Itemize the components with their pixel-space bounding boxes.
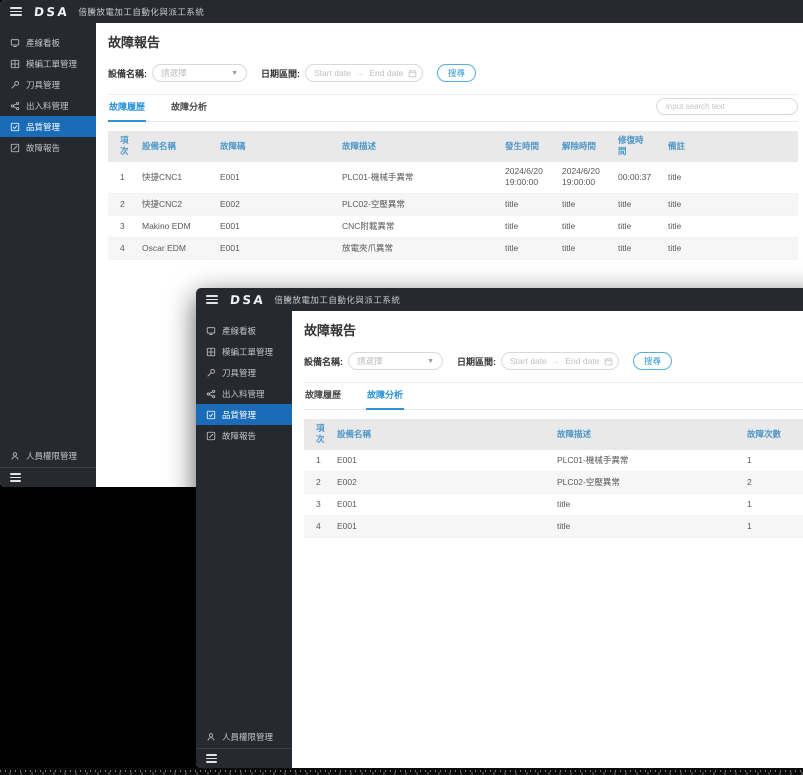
work-order-icon xyxy=(10,59,20,68)
table-row[interactable]: 3 E001 title 1 xyxy=(304,494,803,516)
filter-bar: 設備名稱: 請選擇 ▼ 日期區間: Start date → End date … xyxy=(108,64,803,82)
date-range-picker[interactable]: Start date → End date xyxy=(501,352,619,370)
sidebar-item-user-permission[interactable]: 人員權限管理 xyxy=(196,726,292,748)
tab-fault-history[interactable]: 故障履歷 xyxy=(305,390,342,400)
sidebar-item-production-dashboard[interactable]: 產線看板 xyxy=(196,320,292,341)
sidebar: 產線看板 模編工單管理 刀具管理 出入料管理 品質管理 xyxy=(0,23,96,487)
table-row[interactable]: 1 快捷CNC1 E001 PLC01-機械手異常 2024/6/20 19:0… xyxy=(108,162,798,194)
tabs: 故障履歷 故障分析 xyxy=(108,95,798,122)
date-range-label: 日期區間: xyxy=(457,356,496,367)
search-input[interactable] xyxy=(656,98,798,115)
dashboard-icon xyxy=(206,326,216,335)
chevron-down-icon: ▼ xyxy=(231,69,238,77)
tab-fault-analysis[interactable]: 故障分析 xyxy=(366,381,405,410)
app-title: 倍騰放電加工自動化與派工系統 xyxy=(274,294,401,305)
tool-icon xyxy=(207,368,215,377)
arrow-right-icon: → xyxy=(551,356,561,366)
menu-toggle-icon[interactable] xyxy=(10,7,22,16)
date-range-label: 日期區間: xyxy=(261,68,300,79)
user-icon xyxy=(207,733,215,741)
sidebar-item-tool[interactable]: 刀具管理 xyxy=(196,362,292,383)
page-title: 故障報告 xyxy=(304,323,357,338)
material-flow-icon xyxy=(206,389,216,398)
collapse-icon xyxy=(206,754,217,763)
filter-bar: 設備名稱: 請選擇 ▼ 日期區間: Start date → End date … xyxy=(304,352,803,370)
main-content: 故障報告 設備名稱: 請選擇 ▼ 日期區間: Start date → End … xyxy=(292,311,803,768)
top-bar: DSA 倍騰放電加工自動化與派工系統 xyxy=(0,0,803,23)
divider xyxy=(108,94,798,95)
fault-analysis-window: DSA 倍騰放電加工自動化與派工系統 產線看板 模編工單管理 刀具管理 xyxy=(196,288,803,768)
sidebar-item-quality[interactable]: 品質管理 xyxy=(196,404,292,425)
table-header-row: 項次 設備名稱 故障碼 故障描述 發生時間 解除時間 修復時間 備註 xyxy=(108,131,798,162)
sidebar-collapse-trigger[interactable] xyxy=(196,748,292,768)
table-row[interactable]: 1 E001 PLC01-機械手異常 1 xyxy=(304,450,803,472)
bottom-noise-strip xyxy=(0,768,803,775)
device-select[interactable]: 請選擇 ▼ xyxy=(348,352,443,370)
device-name-label: 設備名稱: xyxy=(304,356,343,367)
device-select[interactable]: 請選擇 ▼ xyxy=(152,64,247,82)
calendar-icon xyxy=(604,357,613,366)
fault-analysis-table: 項次 設備名稱 故障描述 故障次數 1 E001 PLC01-機械手異常 1 2… xyxy=(304,419,803,538)
fault-history-table: 項次 設備名稱 故障碼 故障描述 發生時間 解除時間 修復時間 備註 1 快捷C… xyxy=(108,131,798,260)
dashboard-icon xyxy=(10,38,20,47)
fault-report-icon xyxy=(10,143,20,152)
chevron-down-icon: ▼ xyxy=(427,357,434,365)
table-row[interactable]: 4 E001 title 1 xyxy=(304,515,803,538)
collapse-icon xyxy=(10,473,21,482)
device-name-label: 設備名稱: xyxy=(108,68,147,79)
sidebar-item-fault-report[interactable]: 故障報告 xyxy=(196,425,292,446)
sidebar-item-material[interactable]: 出入料管理 xyxy=(196,383,292,404)
arrow-right-icon: → xyxy=(355,68,365,78)
sidebar: 產線看板 模編工單管理 刀具管理 出入料管理 品質管理 xyxy=(196,311,292,768)
table-header-row: 項次 設備名稱 故障描述 故障次數 xyxy=(304,419,803,450)
sidebar-item-material[interactable]: 出入料管理 xyxy=(0,95,96,116)
sidebar-item-work-order[interactable]: 模編工單管理 xyxy=(196,341,292,362)
user-icon xyxy=(11,452,19,460)
quality-icon xyxy=(206,410,216,419)
sidebar-item-production-dashboard[interactable]: 產線看板 xyxy=(0,32,96,53)
search-button[interactable]: 搜尋 xyxy=(437,64,477,82)
table-row[interactable]: 4 Oscar EDM E001 放電夾爪異常 title title titl… xyxy=(108,237,798,260)
sidebar-collapse-trigger[interactable] xyxy=(0,467,96,487)
tab-fault-history[interactable]: 故障履歷 xyxy=(108,93,147,122)
sidebar-item-tool[interactable]: 刀具管理 xyxy=(0,74,96,95)
top-bar: DSA 倍騰放電加工自動化與派工系統 xyxy=(196,288,803,311)
table-row[interactable]: 2 E002 PLC02-空壓異常 2 xyxy=(304,471,803,494)
sidebar-item-quality[interactable]: 品質管理 xyxy=(0,116,96,137)
divider xyxy=(304,382,803,383)
table-row[interactable]: 2 快捷CNC2 E002 PLC02-空壓異常 title title tit… xyxy=(108,193,798,216)
work-order-icon xyxy=(206,347,216,356)
brand-logo: DSA xyxy=(33,4,71,19)
search-button[interactable]: 搜尋 xyxy=(633,352,673,370)
date-range-picker[interactable]: Start date → End date xyxy=(305,64,423,82)
fault-report-icon xyxy=(206,431,216,440)
calendar-icon xyxy=(408,69,417,78)
tool-icon xyxy=(11,80,19,89)
tabs: 故障履歷 故障分析 xyxy=(304,383,803,410)
menu-toggle-icon[interactable] xyxy=(206,295,218,304)
sidebar-item-user-permission[interactable]: 人員權限管理 xyxy=(0,445,96,467)
brand-logo: DSA xyxy=(229,292,267,307)
material-flow-icon xyxy=(10,101,20,110)
quality-icon xyxy=(10,122,20,131)
app-title: 倍騰放電加工自動化與派工系統 xyxy=(78,6,205,17)
tab-fault-analysis[interactable]: 故障分析 xyxy=(171,102,208,112)
table-row[interactable]: 3 Makino EDM E001 CNC附載異常 title title ti… xyxy=(108,216,798,238)
sidebar-item-work-order[interactable]: 模編工單管理 xyxy=(0,53,96,74)
sidebar-item-fault-report[interactable]: 故障報告 xyxy=(0,137,96,158)
page-title: 故障報告 xyxy=(108,35,161,50)
